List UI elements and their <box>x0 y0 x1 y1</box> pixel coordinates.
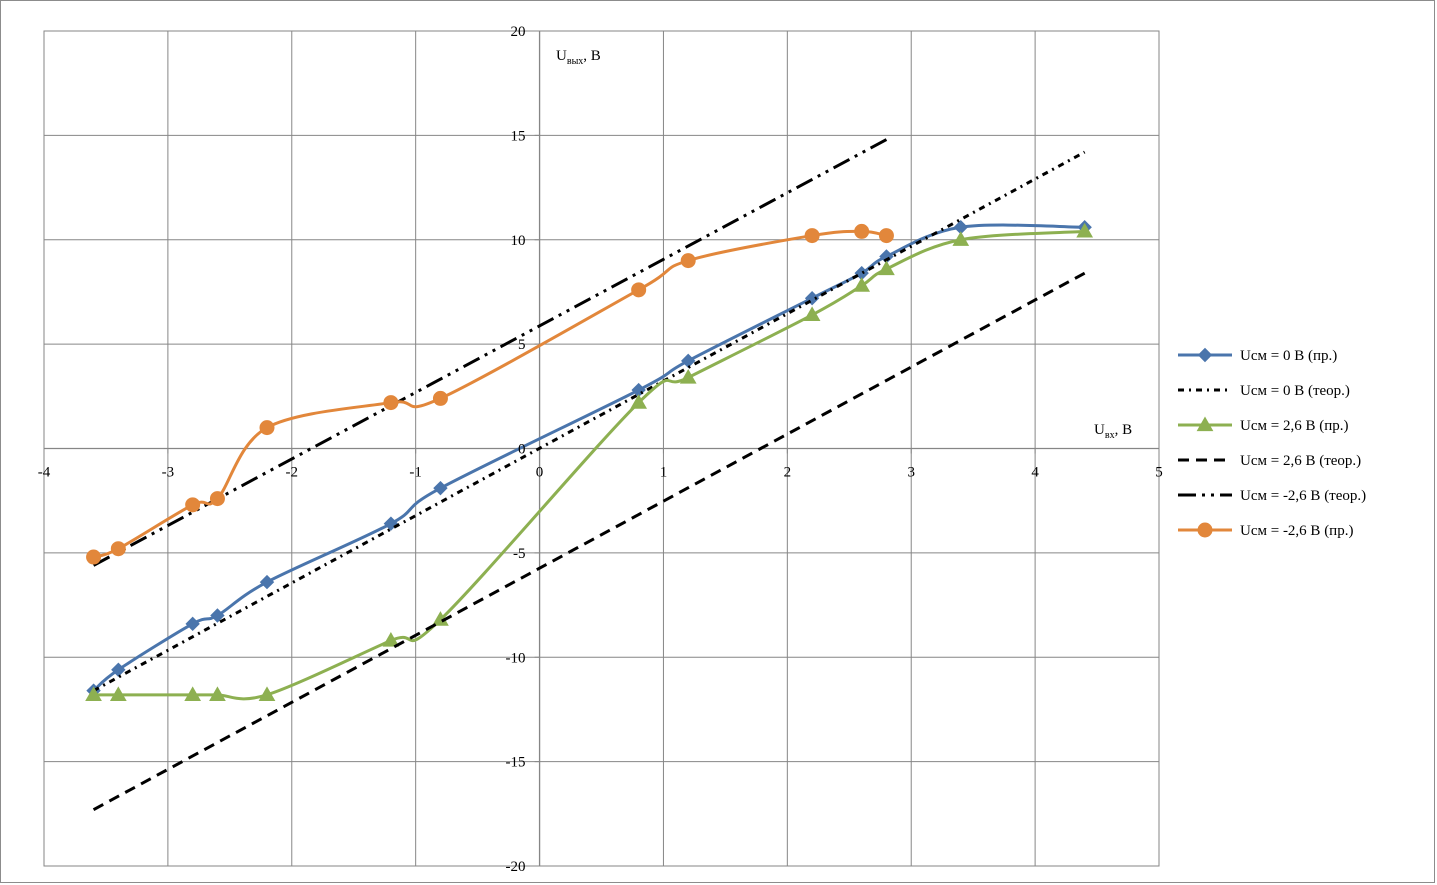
data-point <box>1076 222 1094 238</box>
legend-label: Uсм = -2,6 В (пр.) <box>1240 523 1353 539</box>
data-point <box>854 223 870 239</box>
series-3 <box>85 222 1094 701</box>
series-line <box>92 271 1086 811</box>
data-point <box>109 686 127 701</box>
legend-entry-4: Uсм = 2,6 В (теор.) <box>1178 453 1361 469</box>
data-point <box>803 306 821 322</box>
series-line <box>93 229 887 559</box>
y-tick-label: 15 <box>511 128 526 144</box>
data-point <box>952 231 970 246</box>
data-point <box>85 686 102 701</box>
y-tick-label: 10 <box>511 233 526 249</box>
data-point <box>209 686 226 701</box>
y-tick-label: 5 <box>518 337 526 353</box>
data-point <box>185 497 201 513</box>
data-point <box>258 686 276 701</box>
series-5 <box>92 138 888 567</box>
data-point <box>630 394 648 409</box>
series-line <box>93 229 1085 701</box>
data-point <box>259 420 275 436</box>
legend-entry-6: Uсм = -2,6 В (пр.) <box>1178 522 1353 539</box>
series-line <box>92 150 1086 692</box>
data-point <box>804 228 820 244</box>
legend-label: Uсм = 0 В (пр.) <box>1240 348 1337 364</box>
data-point <box>86 549 102 565</box>
legend-entry-2: Uсм = 0 В (теор.) <box>1178 383 1350 399</box>
y-tick-label: -10 <box>506 650 526 666</box>
y-tick-label: -5 <box>513 546 526 562</box>
legend-marker <box>1197 522 1213 538</box>
data-point <box>184 686 202 701</box>
legend-entry-5: Uсм = -2,6 В (теор.) <box>1178 488 1366 504</box>
legend-entry-1: Uсм = 0 В (пр.) <box>1178 347 1337 364</box>
x-tick-label: 4 <box>1031 465 1039 481</box>
series-4 <box>92 271 1086 811</box>
series-2 <box>92 150 1086 692</box>
y-tick-label: 20 <box>511 24 526 40</box>
x-tick-label: -4 <box>38 465 51 481</box>
x-tick-label: 2 <box>784 465 792 481</box>
legend: Uсм = 0 В (пр.) Uсм = 0 В (теор.) Uсм = 2,… <box>1178 347 1366 539</box>
x-tick-label: 1 <box>660 465 668 481</box>
data-point <box>185 616 200 632</box>
data-point <box>878 260 895 276</box>
x-axis-title: Uвх, В <box>1094 422 1132 441</box>
legend-label: Uсм = 2,6 В (пр.) <box>1240 418 1348 434</box>
data-point <box>110 541 126 557</box>
axes <box>43 30 1160 867</box>
series-line <box>92 138 888 567</box>
y-tick-label: 0 <box>518 442 526 458</box>
data-point <box>209 491 225 507</box>
data-point <box>259 574 275 590</box>
y-tick-label: -15 <box>506 755 526 771</box>
data-point <box>210 608 225 623</box>
data-point <box>679 369 697 384</box>
legend-label: Uсм = 2,6 В (теор.) <box>1240 453 1361 469</box>
data-point <box>433 480 448 496</box>
x-tick-label: 0 <box>536 465 544 481</box>
data-point <box>382 632 400 647</box>
series-6 <box>86 223 894 565</box>
series-layer <box>85 138 1094 811</box>
data-point <box>853 277 871 292</box>
legend-label: Uсм = 0 В (теор.) <box>1240 383 1350 399</box>
legend-entry-3: Uсм = 2,6 В (пр.) <box>1178 416 1348 434</box>
legend-label: Uсм = -2,6 В (теор.) <box>1240 488 1366 504</box>
x-tick-label: 3 <box>907 465 915 481</box>
data-point <box>681 353 696 369</box>
x-tick-label: 5 <box>1155 465 1163 481</box>
data-point <box>631 282 647 298</box>
y-tick-label: -20 <box>506 859 526 875</box>
data-point <box>383 395 399 411</box>
data-point <box>680 253 696 269</box>
data-point <box>878 228 894 244</box>
x-tick-label: -1 <box>409 465 422 481</box>
x-tick-label: -3 <box>162 465 175 481</box>
legend-marker <box>1196 416 1214 432</box>
data-point <box>432 390 448 406</box>
data-point <box>111 662 126 677</box>
x-tick-label: -2 <box>286 465 299 481</box>
y-axis-title: Uвых, В <box>556 48 601 67</box>
legend-marker <box>1197 347 1213 363</box>
